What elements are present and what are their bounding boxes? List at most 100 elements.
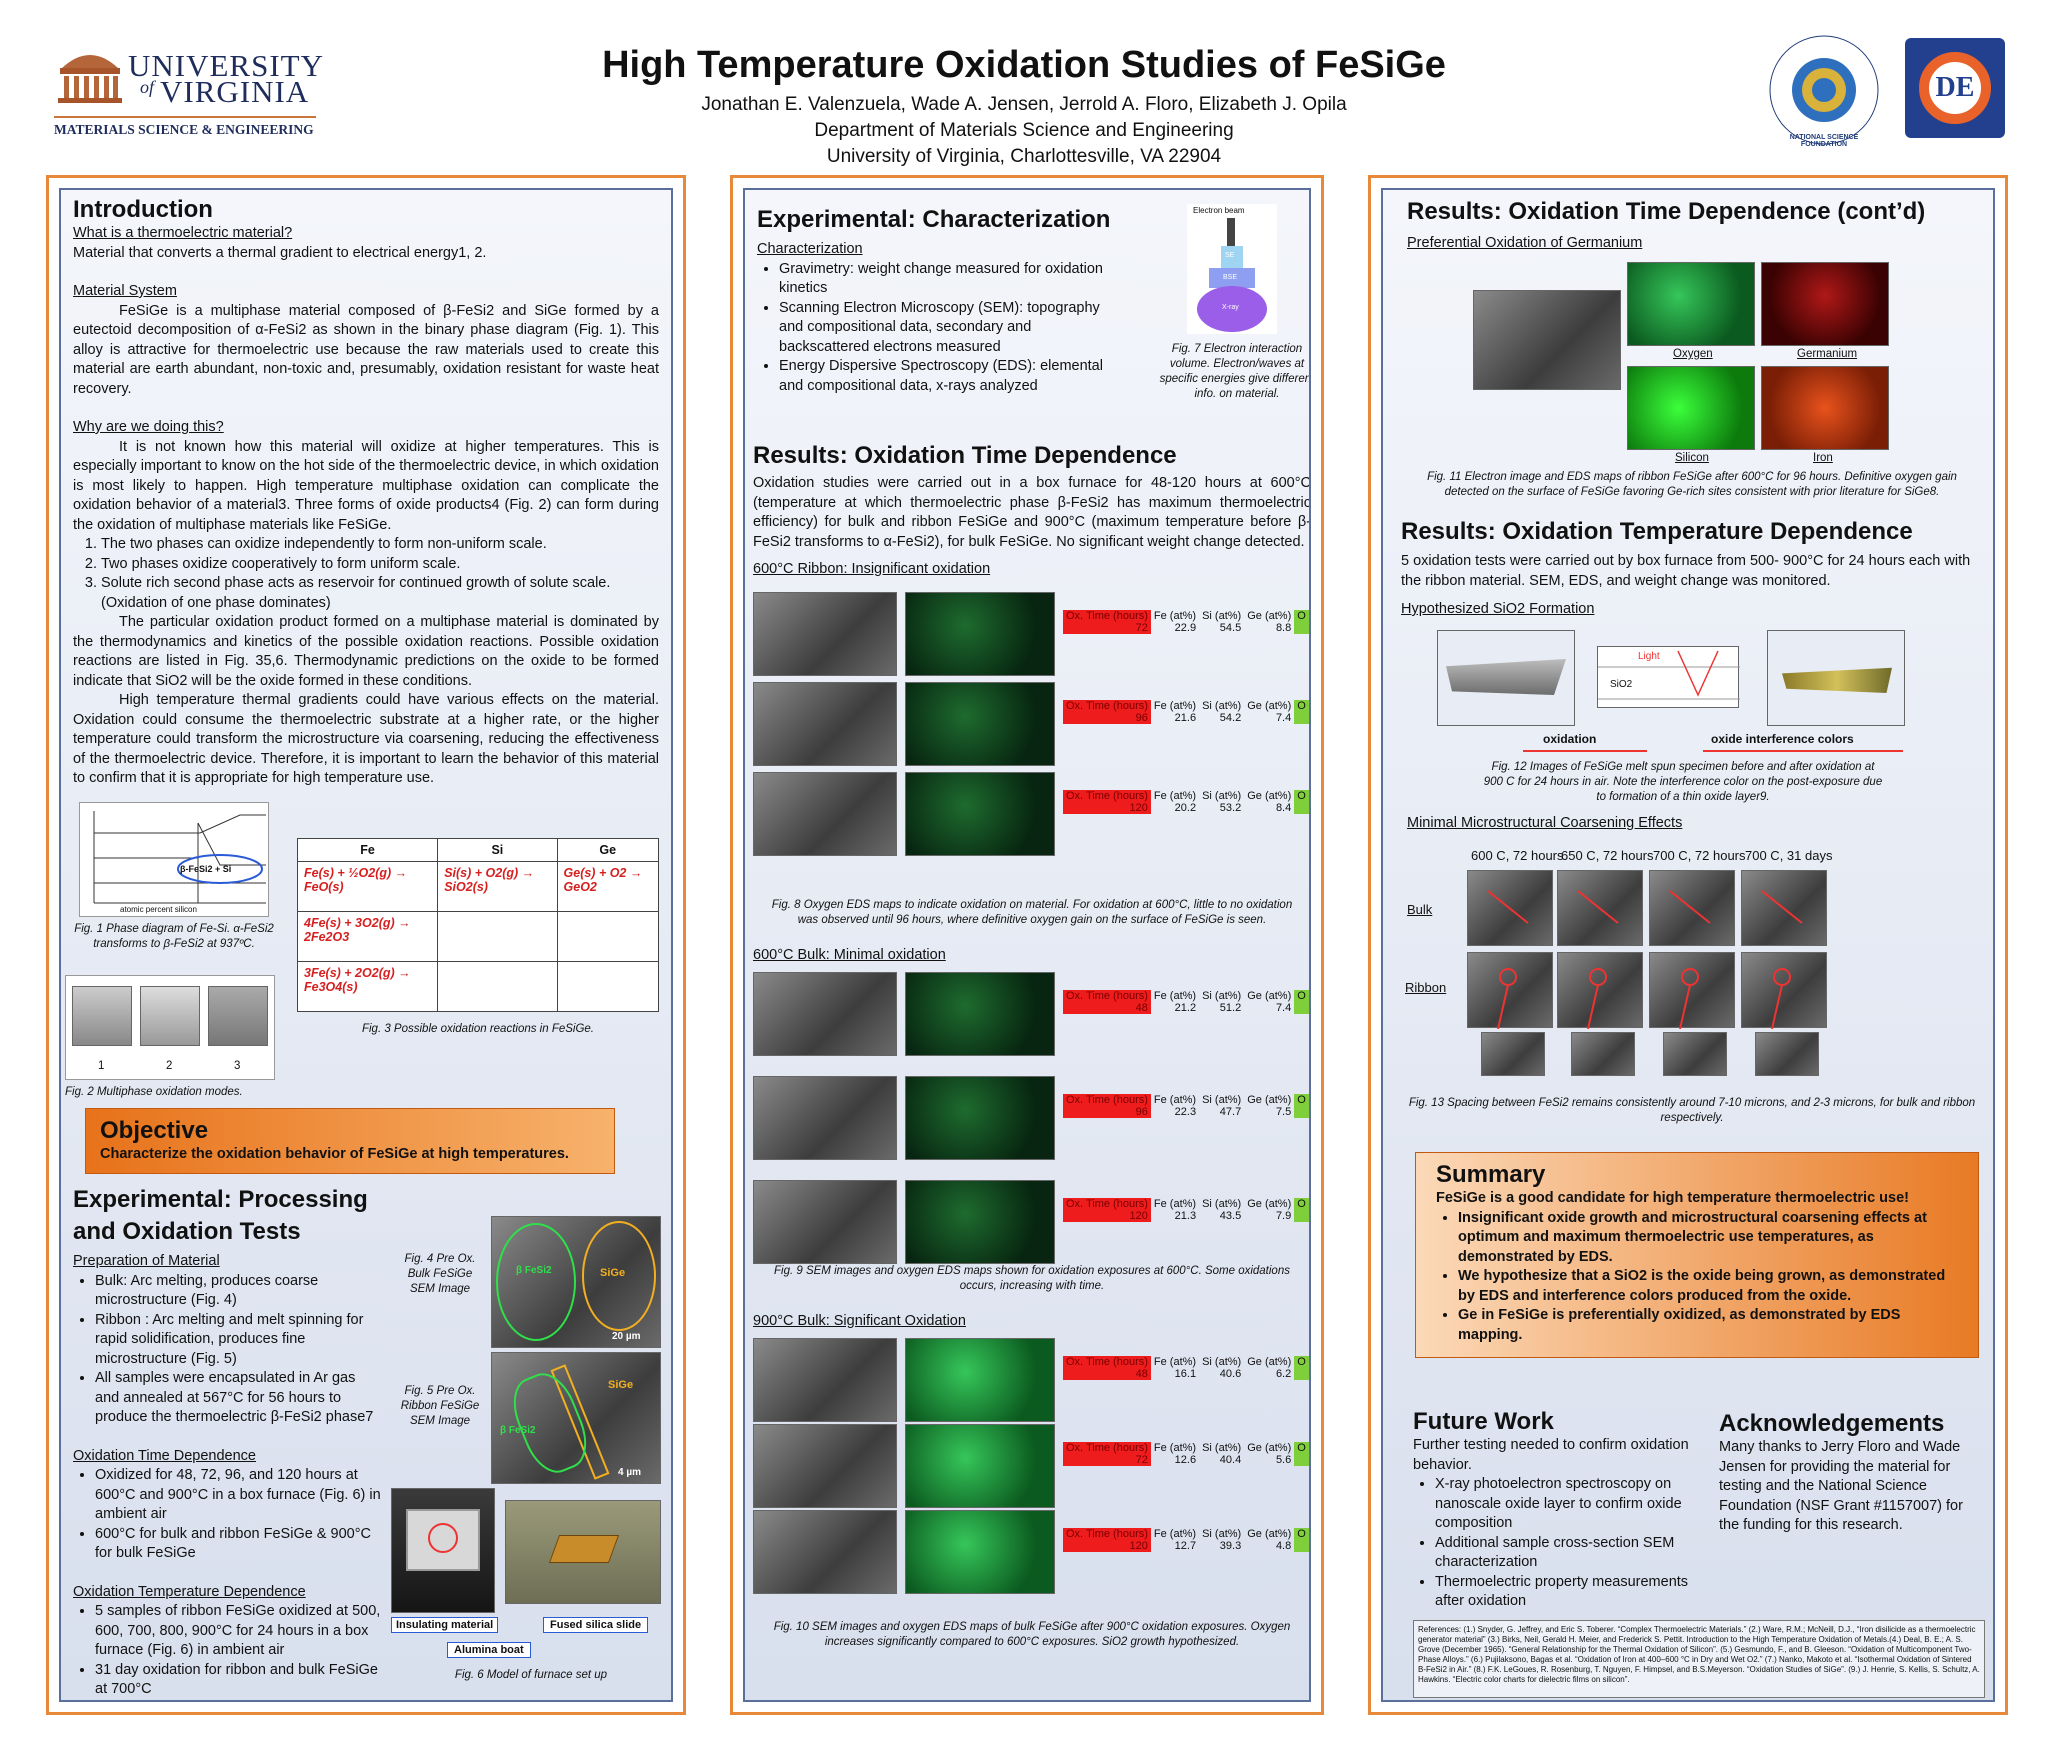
cell-fe: 20.2 [1174, 802, 1197, 814]
hdr-ox: Ox. Time (hours) [1063, 1198, 1151, 1210]
hdr-si: Si (at%) [1202, 1528, 1242, 1540]
hdr-ge: Ge (at%) [1247, 790, 1292, 802]
right-panel: Results: Oxidation Time Dependence (cont… [1368, 175, 2008, 1715]
hdr-o: O (at%) [1294, 790, 1309, 802]
cell-si: 53.2 [1219, 802, 1242, 814]
ribbon-zoom-image [1663, 1032, 1727, 1076]
label-sige: SiGe [600, 1267, 626, 1279]
poster-department: Department of Materials Science and Engi… [814, 120, 1234, 141]
hdr-fe: Fe (at%) [1153, 990, 1197, 1002]
eds-oxygen-map [905, 1076, 1055, 1160]
hdr-si: Si (at%) [1202, 1094, 1242, 1106]
summary-lead: FeSiGe is a good candidate for high temp… [1436, 1190, 1909, 1206]
electron-image [1473, 290, 1621, 390]
ce-text: DE [1935, 72, 1975, 103]
processing-text: Preparation of Material Bulk: Arc meltin… [73, 1252, 383, 1700]
cell-fe: 21.3 [1174, 1210, 1197, 1222]
mode-num: 2 [166, 1060, 173, 1072]
sio2-label: SiO2 [1610, 679, 1633, 690]
cell-ox-time: 72 [1063, 1454, 1151, 1466]
middle-panel: Experimental: Characterization Character… [730, 175, 1324, 1715]
otime-text: Oxidation studies were carried out in a … [753, 475, 1311, 550]
material-system-heading: Material System [73, 283, 177, 299]
hdr-o: O (at%) [1294, 1198, 1309, 1210]
cell-o: 41.4 [1294, 1454, 1309, 1466]
nsf-text: NATIONAL SCIENCE FOUNDATION [1789, 134, 1859, 148]
beam-label: Electron beam [1193, 206, 1245, 215]
hdr-si: Si (at%) [1202, 990, 1242, 1002]
label-beta: β FeSi2 [516, 1265, 552, 1276]
cell-ox-time: 120 [1063, 1540, 1151, 1552]
hdr-ox: Ox. Time (hours) [1063, 1442, 1151, 1454]
label-fused: Fused silica slide [543, 1617, 649, 1633]
hdr-ox: Ox. Time (hours) [1063, 610, 1151, 622]
cell-si: 43.5 [1219, 1210, 1242, 1222]
uva-department: MATERIALS SCIENCE & ENGINEERING [54, 122, 314, 137]
ribbon-zoom-image [1481, 1032, 1545, 1076]
rxn-head: Si [437, 838, 558, 862]
objective-text: Characterize the oxidation behavior of F… [100, 1146, 569, 1162]
references: References: (1.) Snyder, G. Jeffrey, and… [1413, 1620, 1985, 1698]
eds-oxygen-map [905, 1424, 1055, 1508]
cell-ge: 7.9 [1275, 1210, 1292, 1222]
hdr-o: O (at%) [1294, 700, 1309, 712]
bulk600-heading: 600°C Bulk: Minimal oxidation [753, 947, 946, 963]
hdr-si: Si (at%) [1202, 700, 1242, 712]
furnace-model [505, 1500, 661, 1604]
cell-o: 27.3 [1294, 1210, 1309, 1222]
hdr-ge: Ge (at%) [1247, 610, 1292, 622]
scale-4: 4 µm [618, 1467, 641, 1478]
otd-heading: Oxidation Time Dependence [73, 1447, 256, 1464]
fig8-caption: Fig. 8 Oxygen EDS maps to indicate oxida… [771, 899, 1293, 926]
ribbon-coarsening-image [1741, 952, 1827, 1030]
nsf-logo: NATIONAL SCIENCE FOUNDATION [1768, 34, 1880, 148]
sem-image [753, 972, 897, 1056]
cell-ox-time: 72 [1063, 622, 1151, 634]
fig6-caption: Fig. 6 Model of furnace set up [454, 1669, 608, 1681]
cell-fe: 21.2 [1174, 1002, 1197, 1014]
otemp-item: 31 day oxidation for ribbon and bulk FeS… [95, 1661, 383, 1700]
arrow-interference [1703, 750, 1903, 752]
coarsen-col-label: 650 C, 72 hours [1561, 848, 1654, 863]
fig4-caption: Fig. 4 Pre Ox. Bulk FeSiGe SEM Image [404, 1253, 476, 1295]
coarsen-col-label: 700 C, 31 days [1745, 848, 1833, 863]
hdr-o: O (at%) [1294, 1442, 1309, 1454]
hdr-fe: Fe (at%) [1153, 790, 1197, 802]
interaction-volume-figure: Electron beam SE BSE X-ray [1187, 204, 1277, 334]
xray-label: X-ray [1222, 304, 1239, 311]
label-oxygen: Oxygen [1673, 348, 1713, 360]
char-item: Energy Dispersive Spectroscopy (EDS): el… [779, 357, 1117, 396]
label-insulating: Insulating material [391, 1617, 499, 1633]
se-region [1221, 246, 1243, 268]
eds-map-oxygen [1627, 262, 1755, 346]
coarsen-col-label: 600 C, 72 hours [1471, 848, 1564, 863]
uva-divider [54, 116, 316, 118]
hdr-ox: Ox. Time (hours) [1063, 1528, 1151, 1540]
cell-o: 18.2 [1294, 802, 1309, 814]
fig12-caption: Fig. 12 Images of FeSiGe melt spun speci… [1483, 761, 1883, 803]
objective-heading: Objective [100, 1117, 209, 1144]
cell-ox-time: 96 [1063, 1106, 1151, 1118]
char-item: Gravimetry: weight change measured for o… [779, 260, 1117, 299]
left-panel-inner: Introduction What is a thermoelectric ma… [59, 188, 673, 1702]
sem-image [753, 682, 897, 766]
ribbon-zoom-image [1755, 1032, 1819, 1076]
hdr-o: O (at%) [1294, 990, 1309, 1002]
row-label-bulk: Bulk [1407, 902, 1433, 917]
uva-name-1: UNIVERSITY [128, 48, 324, 83]
ce-circle [1919, 52, 1991, 124]
ribbon-coarsening-image [1467, 952, 1553, 1030]
ribbon-before-photo [1437, 630, 1575, 726]
temp-heading: Results: Oxidation Temperature Dependenc… [1401, 518, 1913, 545]
eds-map-silicon [1627, 366, 1755, 450]
cell-ox-time: 120 [1063, 1210, 1151, 1222]
row-label-ribbon: Ribbon [1405, 980, 1447, 995]
ribbon-after-photo [1767, 630, 1905, 726]
char-sub: Characterization [757, 241, 863, 257]
cell-ox-time: 120 [1063, 802, 1151, 814]
intro-p2: It is not known how this material will o… [73, 438, 659, 533]
beta-band [503, 1365, 597, 1481]
ribbon-sem-image: SiGe β FeSi2 4 µm [491, 1352, 661, 1484]
poster-authors: Jonathan E. Valenzuela, Wade A. Jensen, … [701, 94, 1347, 115]
hdr-fe: Fe (at%) [1153, 1528, 1197, 1540]
